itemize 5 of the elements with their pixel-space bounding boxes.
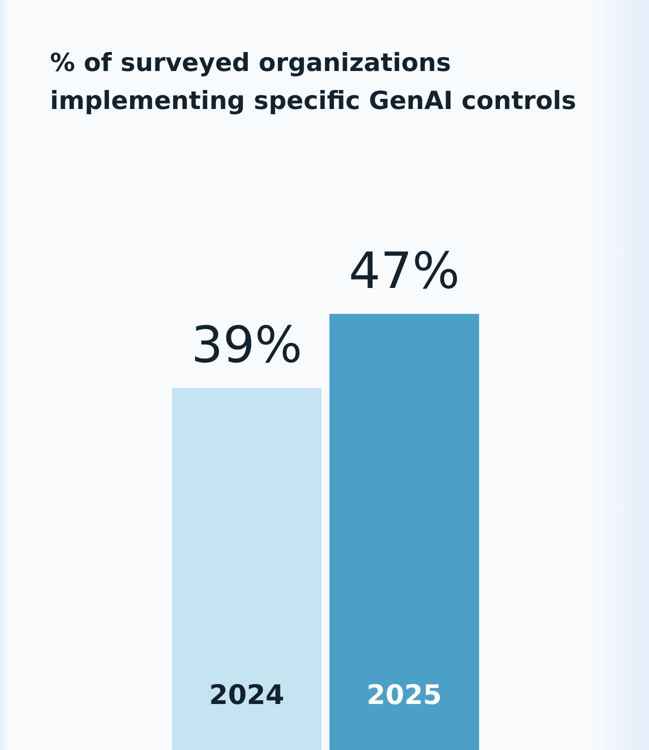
x-tick-label: 2025 xyxy=(366,680,442,712)
data-label: 39% xyxy=(191,316,302,374)
data-label: 47% xyxy=(348,242,460,300)
x-tick-label: 2024 xyxy=(209,680,284,712)
chart-title: % of surveyed organizations implementing specific GenAI controls xyxy=(50,47,578,117)
